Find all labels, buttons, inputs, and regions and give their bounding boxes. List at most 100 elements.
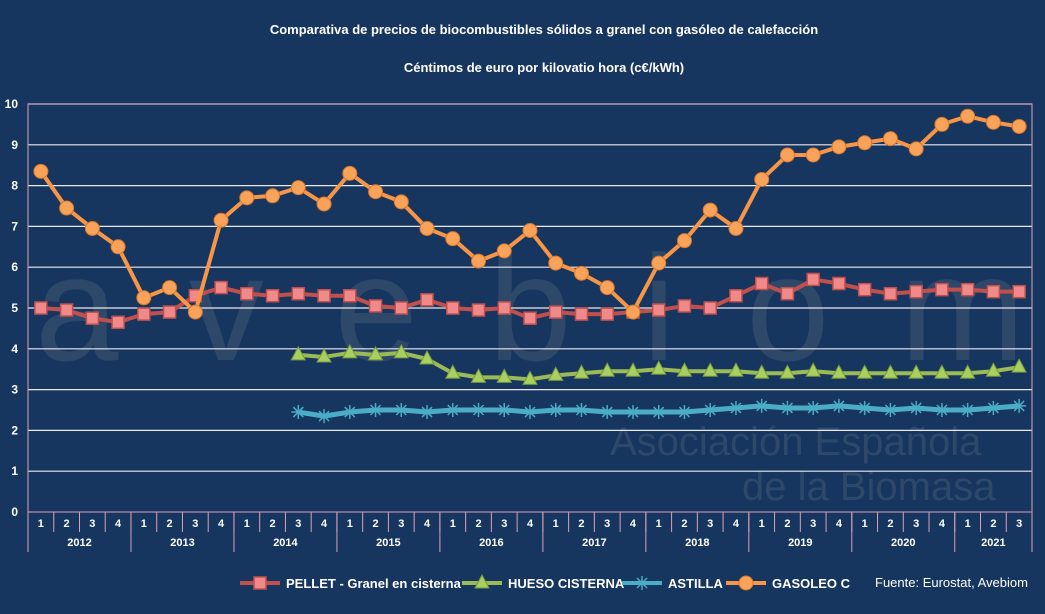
x-tick-quarter: 1	[38, 518, 44, 530]
legend-label-pellet-granel-en-cisterna: PELLET - Granel en cisterna	[286, 576, 462, 591]
data-point-astilla	[960, 403, 975, 417]
data-point-astilla	[806, 400, 821, 415]
legend-marker-gasoleo-c	[738, 575, 754, 591]
data-point-astilla	[677, 405, 692, 420]
x-tick-quarter: 2	[64, 518, 70, 530]
x-tick-quarter: 3	[810, 518, 816, 530]
data-point-gasoleo-c	[728, 220, 744, 236]
data-point-astilla	[625, 405, 640, 420]
data-point-astilla	[548, 403, 563, 417]
x-tick-quarter: 1	[553, 518, 559, 530]
data-point-pellet-granel-en-cisterna	[446, 301, 460, 315]
data-point-pellet-granel-en-cisterna	[343, 289, 357, 303]
data-point-hueso-cisterna	[959, 364, 976, 379]
x-tick-quarter: 2	[167, 518, 173, 530]
chart-subtitle: Céntimos de euro por kilovatio hora (c€/…	[403, 60, 685, 75]
data-point-astilla	[394, 403, 409, 417]
data-point-gasoleo-c	[960, 108, 976, 124]
chart-title: Comparativa de precios de biocombustible…	[269, 22, 819, 37]
x-tick-quarter: 3	[604, 518, 610, 530]
data-point-pellet-granel-en-cisterna	[651, 303, 666, 317]
data-point-astilla	[934, 403, 949, 417]
x-tick-quarter: 1	[759, 518, 765, 530]
data-point-gasoleo-c	[59, 200, 75, 216]
data-point-astilla	[420, 405, 435, 420]
data-point-astilla	[1012, 398, 1027, 413]
x-tick-quarter: 1	[965, 518, 971, 530]
data-point-pellet-granel-en-cisterna	[523, 311, 537, 325]
data-point-gasoleo-c	[33, 163, 49, 179]
data-point-hueso-cisterna	[676, 362, 693, 377]
watermark-line2: de la Biomasa	[742, 465, 996, 509]
x-tick-year: 2020	[891, 537, 915, 549]
data-point-gasoleo-c	[676, 233, 692, 249]
x-tick-quarter: 4	[115, 518, 122, 530]
data-point-pellet-granel-en-cisterna	[59, 303, 74, 317]
data-point-hueso-cisterna	[908, 364, 924, 379]
data-point-astilla	[728, 400, 743, 415]
data-point-pellet-granel-en-cisterna	[832, 276, 846, 291]
y-tick-label: 5	[11, 301, 18, 315]
data-point-hueso-cisterna	[573, 364, 590, 379]
x-tick-quarter: 4	[733, 518, 740, 530]
data-point-pellet-granel-en-cisterna	[471, 303, 486, 317]
data-point-gasoleo-c	[368, 184, 384, 200]
data-point-pellet-granel-en-cisterna	[265, 289, 280, 303]
data-point-pellet-granel-en-cisterna	[34, 301, 48, 315]
x-tick-quarter: 2	[475, 518, 481, 530]
data-point-gasoleo-c	[213, 212, 229, 228]
x-tick-quarter: 3	[707, 518, 713, 530]
x-tick-year: 2014	[273, 537, 298, 549]
data-point-gasoleo-c	[882, 131, 898, 147]
x-tick-year: 2019	[788, 537, 812, 549]
data-point-gasoleo-c	[625, 304, 641, 320]
legend-label-hueso-cisterna: HUESO CISTERNA	[508, 576, 625, 591]
data-point-pellet-granel-en-cisterna	[986, 284, 1001, 299]
data-point-gasoleo-c	[702, 202, 718, 218]
data-point-pellet-granel-en-cisterna	[85, 311, 100, 325]
data-point-astilla	[703, 403, 718, 417]
data-point-hueso-cisterna	[728, 362, 744, 377]
data-point-gasoleo-c	[84, 220, 100, 236]
x-tick-quarter: 3	[398, 518, 404, 530]
x-tick-quarter: 4	[218, 518, 225, 530]
x-tick-year: 2012	[67, 537, 91, 549]
data-point-pellet-granel-en-cisterna	[703, 301, 717, 315]
legend-marker-astilla	[635, 576, 649, 590]
x-tick-quarter: 3	[192, 518, 198, 530]
x-tick-quarter: 1	[141, 518, 147, 530]
data-point-hueso-cisterna	[341, 343, 358, 359]
data-point-gasoleo-c	[573, 265, 589, 281]
data-point-gasoleo-c	[548, 255, 564, 271]
data-point-pellet-granel-en-cisterna	[497, 301, 512, 315]
data-point-astilla	[986, 400, 1001, 415]
data-point-gasoleo-c	[908, 141, 924, 157]
data-point-astilla	[857, 400, 872, 415]
data-point-gasoleo-c	[857, 135, 873, 151]
data-point-pellet-granel-en-cisterna	[600, 307, 614, 321]
data-point-astilla	[600, 405, 615, 420]
data-point-hueso-cisterna	[290, 345, 307, 361]
x-tick-year: 2018	[685, 537, 709, 549]
x-tick-quarter: 2	[372, 518, 378, 530]
data-point-gasoleo-c	[1011, 118, 1027, 134]
data-point-pellet-granel-en-cisterna	[214, 280, 228, 295]
data-point-gasoleo-c	[162, 280, 178, 296]
data-point-pellet-granel-en-cisterna	[574, 307, 589, 321]
data-point-hueso-cisterna	[650, 360, 667, 375]
x-tick-year: 2021	[981, 537, 1005, 549]
data-point-gasoleo-c	[779, 147, 795, 163]
data-point-hueso-cisterna	[522, 370, 538, 385]
data-point-gasoleo-c	[342, 165, 358, 181]
data-point-astilla	[883, 403, 898, 417]
data-point-hueso-cisterna	[856, 364, 873, 379]
data-point-pellet-granel-en-cisterna	[240, 286, 254, 301]
data-point-gasoleo-c	[934, 116, 950, 132]
data-point-gasoleo-c	[265, 188, 281, 204]
x-tick-quarter: 4	[321, 518, 328, 530]
x-tick-quarter: 1	[244, 518, 250, 530]
data-point-pellet-granel-en-cisterna	[935, 282, 949, 297]
data-point-hueso-cisterna	[367, 345, 384, 361]
data-point-pellet-granel-en-cisterna	[368, 299, 383, 313]
